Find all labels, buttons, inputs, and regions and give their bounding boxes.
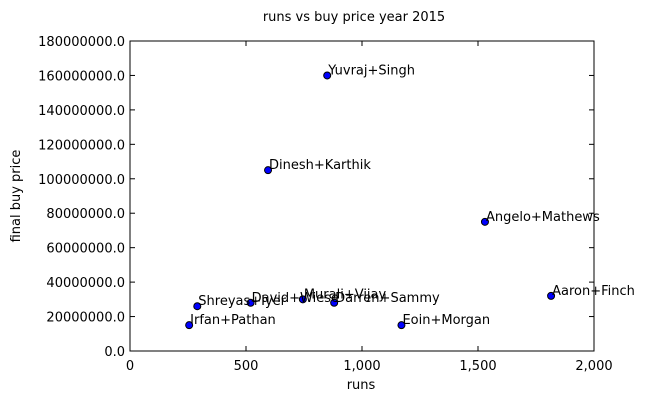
y-tick-label: 160000000.0 bbox=[38, 69, 125, 84]
data-point bbox=[193, 302, 202, 311]
x-tick-label: 1,000 bbox=[343, 359, 380, 374]
data-point-label: Aaron+Finch bbox=[552, 284, 635, 299]
data-point bbox=[185, 321, 194, 330]
data-point-label: Angelo+Mathews bbox=[486, 210, 600, 225]
data-point-label: Yuvraj+Singh bbox=[327, 63, 415, 78]
data-point-label: Darren+Sammy bbox=[335, 291, 440, 306]
y-tick-label: 100000000.0 bbox=[38, 173, 125, 188]
data-point bbox=[298, 295, 307, 304]
x-tick-label: 500 bbox=[234, 359, 259, 374]
y-tick-label: 0.0 bbox=[104, 345, 125, 360]
data-point bbox=[397, 321, 406, 330]
data-point-label: Irfan+Pathan bbox=[190, 313, 276, 328]
y-tick-label: 20000000.0 bbox=[46, 311, 125, 326]
y-tick-label: 180000000.0 bbox=[38, 35, 125, 50]
data-point bbox=[547, 291, 556, 300]
data-point-label: Eoin+Morgan bbox=[402, 313, 490, 328]
x-axis-title: runs bbox=[347, 378, 376, 393]
plot-frame bbox=[129, 40, 595, 352]
data-points bbox=[185, 71, 556, 330]
data-point bbox=[480, 217, 489, 226]
x-tick-label: 0 bbox=[126, 359, 134, 374]
y-tick-label: 60000000.0 bbox=[46, 242, 125, 257]
data-point bbox=[246, 298, 255, 307]
data-point-label: Dinesh+Karthik bbox=[269, 158, 371, 173]
y-axis-title: final buy price bbox=[9, 150, 24, 243]
y-tick-label: 140000000.0 bbox=[38, 104, 125, 119]
x-tick-label: 2,000 bbox=[575, 359, 612, 374]
chart-title: runs vs buy price year 2015 bbox=[263, 10, 445, 25]
data-point-label: Murali+Vijay bbox=[304, 287, 387, 302]
y-tick-label: 120000000.0 bbox=[38, 138, 125, 153]
data-point-label: Shreyas+Iyer bbox=[198, 294, 286, 309]
data-point-labels: Yuvraj+Singh Dinesh+Karthik Angelo+Mathews… bbox=[190, 63, 635, 328]
y-tick-label: 80000000.0 bbox=[46, 207, 125, 222]
axis-ticks: 0 500 1,000 1,500 2,000 0.0 20000000.0 40000000… bbox=[38, 35, 612, 374]
y-tick-label: 40000000.0 bbox=[46, 276, 125, 291]
data-point bbox=[330, 298, 339, 307]
data-point bbox=[323, 71, 332, 80]
data-point bbox=[264, 166, 273, 175]
x-tick-label: 1,500 bbox=[459, 359, 496, 374]
data-point-label: David+Wiese bbox=[252, 291, 339, 306]
